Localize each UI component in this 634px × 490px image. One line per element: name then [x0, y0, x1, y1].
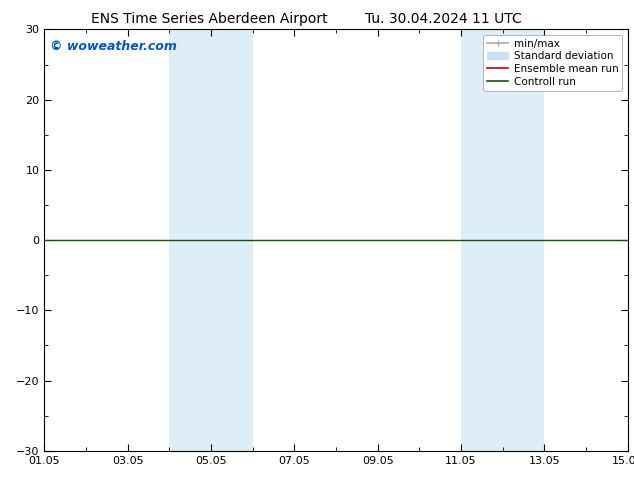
- Text: © woweather.com: © woweather.com: [50, 40, 177, 53]
- Text: Tu. 30.04.2024 11 UTC: Tu. 30.04.2024 11 UTC: [365, 12, 522, 26]
- Bar: [503, 29, 545, 451]
- Legend: min/max, Standard deviation, Ensemble mean run, Controll run: min/max, Standard deviation, Ensemble me…: [483, 35, 623, 91]
- Bar: [169, 29, 211, 451]
- Bar: [461, 29, 503, 451]
- Bar: [211, 29, 253, 451]
- Text: ENS Time Series Aberdeen Airport: ENS Time Series Aberdeen Airport: [91, 12, 328, 26]
